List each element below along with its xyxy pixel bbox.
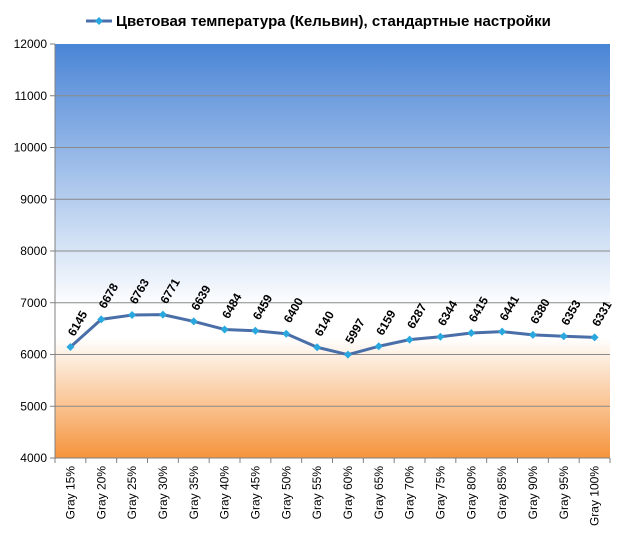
y-tick-label: 12000 [14, 37, 48, 51]
data-point [374, 342, 383, 351]
series [66, 310, 599, 359]
y-tick-label: 5000 [20, 399, 47, 413]
x-tick-label: Gray 35% [187, 466, 201, 520]
x-tick-label: Gray 65% [372, 466, 386, 520]
data-point [189, 317, 198, 326]
y-tick-label: 11000 [15, 89, 48, 103]
x-tick-label: Gray 90% [526, 466, 540, 520]
x-tick-label: Gray 40% [218, 466, 232, 520]
data-point [313, 343, 322, 352]
data-point [436, 332, 445, 341]
gridlines [55, 95, 610, 407]
data-point [282, 329, 291, 338]
y-tick-label: 6000 [20, 348, 47, 362]
data-point [97, 315, 106, 324]
x-tick-label: Gray 55% [310, 466, 324, 520]
legend: Цветовая температура (Кельвин), стандарт… [86, 13, 551, 30]
data-point [128, 311, 137, 320]
data-point [590, 333, 599, 342]
series-line [69, 313, 595, 357]
data-point [251, 326, 260, 335]
data-point [158, 310, 167, 319]
data-point [66, 342, 75, 351]
y-tick-label: 7000 [20, 296, 47, 310]
x-axis: Gray 15% Gray 20% Gray 25% Gray 30% Gray 35%… [54, 457, 611, 526]
data-point [343, 350, 352, 359]
x-tick-label: Gray 100% [588, 466, 602, 526]
x-tick-label: Gray 25% [125, 466, 139, 520]
data-point [498, 327, 507, 336]
x-tick-label: Gray 70% [403, 466, 417, 520]
x-tick-label: Gray 80% [464, 466, 478, 520]
y-tick-label: 8000 [20, 244, 47, 258]
x-tick-label: Gray 20% [94, 466, 108, 520]
legend-marker-icon [95, 17, 103, 25]
x-tick-label: Gray 15% [63, 466, 77, 520]
x-tick-label: Gray 50% [279, 466, 293, 520]
x-tick-label: Gray 45% [248, 466, 262, 520]
x-tick-label: Gray 75% [433, 466, 447, 520]
x-tick-label: Gray 30% [156, 466, 170, 520]
y-tick-label: 9000 [20, 192, 47, 206]
legend-label: Цветовая температура (Кельвин), стандарт… [116, 13, 551, 30]
data-point [220, 325, 229, 334]
y-tick-label: 10000 [14, 141, 48, 155]
x-tick-label: Gray 95% [557, 466, 571, 520]
data-point [467, 329, 476, 338]
y-axis: 4000 5000 6000 7000 8000 9000 10000 11000 12000 [14, 37, 56, 465]
x-tick-label: Gray 85% [495, 466, 509, 520]
data-point [528, 330, 537, 339]
y-tick-label: 4000 [20, 451, 47, 465]
data-point [405, 335, 414, 344]
data-point [559, 332, 568, 341]
x-tick-label: Gray 60% [341, 466, 355, 520]
